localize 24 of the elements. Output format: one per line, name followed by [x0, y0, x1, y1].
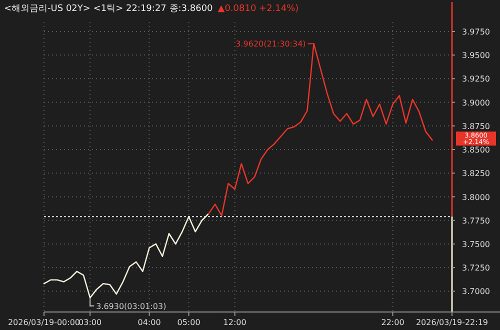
y-tick-label: 3.8500	[462, 146, 490, 155]
y-tick-label: 3.8750	[462, 122, 490, 131]
x-tick-label: 03:00	[78, 318, 102, 327]
y-tick-label: 3.7500	[462, 240, 490, 249]
annotation: 3.6930(03:01:03)	[96, 302, 166, 311]
y-tick-label: 3.9500	[462, 51, 490, 60]
x-tick-label: 2026/03/19-22:19	[416, 318, 488, 327]
y-tick-label: 3.8250	[462, 169, 490, 178]
y-tick-label: 3.7750	[462, 216, 490, 226]
x-tick-label: 2026/03/19-00:00	[8, 318, 80, 327]
y-tick-label: 3.7250	[462, 264, 490, 273]
x-tick-label: 12:00	[223, 318, 246, 327]
y-tick-label: 3.9000	[462, 98, 490, 108]
y-tick-label: 3.7000	[462, 287, 490, 296]
line-series	[43, 213, 210, 298]
chart-title: <해외금리-US 02Y> <1틱> 22:19:27 종:3.8600	[4, 4, 214, 14]
x-tick-label: 04:00	[138, 318, 161, 327]
y-tick-label: 3.9750	[462, 27, 490, 36]
x-tick-label: 05:00	[177, 318, 200, 327]
x-tick-label: 22:00	[381, 318, 404, 327]
annotation: 3.9620(21:30:34)	[236, 40, 306, 49]
y-tick-label: 3.9250	[462, 74, 490, 84]
chart-subtitle: ▲0.0810 +2.14%)	[218, 4, 299, 14]
y-tick-label: 3.8000	[462, 192, 490, 202]
